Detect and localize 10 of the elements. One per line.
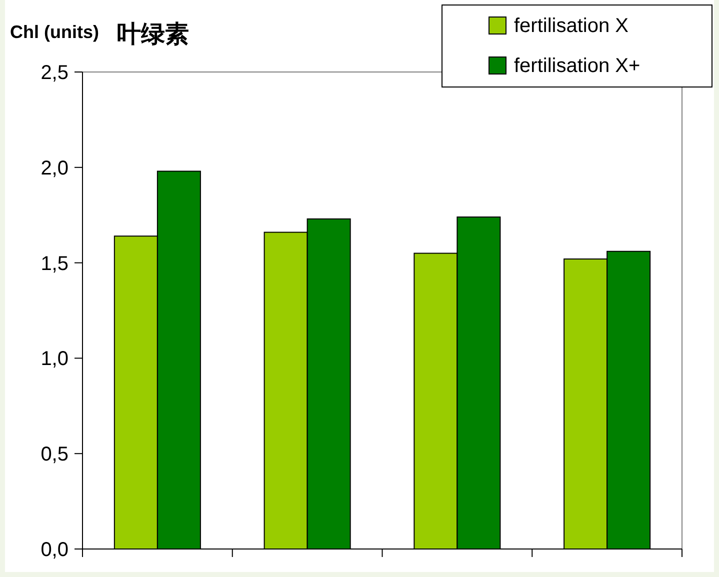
- y-tick-label: 1,5: [40, 252, 68, 275]
- legend-label: fertilisation X: [514, 15, 628, 37]
- y-tick-label: 2,0: [40, 157, 68, 180]
- legend-label: fertilisation X+: [514, 55, 640, 77]
- y-tick-label: 2,5: [40, 62, 68, 84]
- chart-title: Chl (units): [10, 22, 99, 42]
- y-tick-label: 1,0: [40, 348, 68, 370]
- y-tick-label: 0,0: [40, 539, 68, 561]
- chart-subtitle: 叶绿素: [116, 21, 189, 48]
- y-tick-label: 0,5: [40, 444, 68, 466]
